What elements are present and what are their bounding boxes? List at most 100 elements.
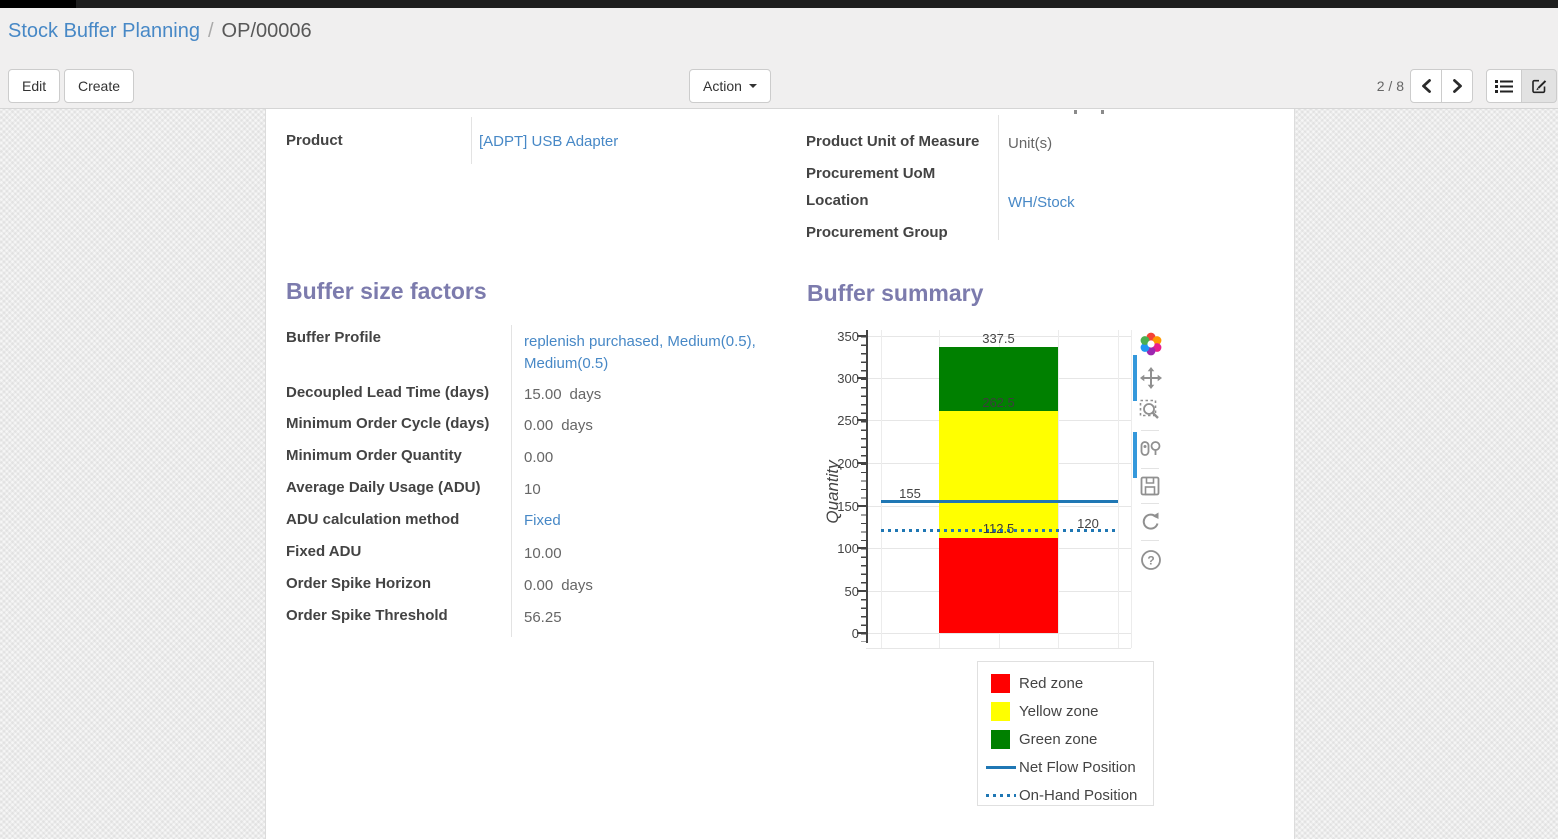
decoupled-lead-time-value: 15.00 days bbox=[524, 386, 601, 403]
buffer-size-factors-title: Buffer size factors bbox=[286, 278, 487, 304]
legend-item-red-zone[interactable]: Red zone bbox=[978, 674, 1153, 696]
create-button[interactable]: Create bbox=[64, 69, 135, 103]
red-zone-top-label: 112.5 bbox=[982, 521, 1015, 536]
field-number: 15.00 bbox=[524, 386, 562, 403]
minimum-order-cycle-label: Minimum Order Cycle (days) bbox=[286, 415, 490, 432]
field-number: 0.00 bbox=[524, 577, 554, 594]
chevron-left-icon bbox=[1421, 79, 1431, 93]
decoupled-lead-time-label: Decoupled Lead Time (days) bbox=[286, 384, 490, 401]
legend-label: Yellow zone bbox=[1019, 703, 1099, 720]
field-unit: days bbox=[561, 417, 593, 434]
yellow-zone-bar[interactable] bbox=[939, 411, 1058, 538]
order-spike-horizon-label: Order Spike Horizon bbox=[286, 575, 432, 592]
fixed-adu-label: Fixed ADU bbox=[286, 543, 362, 560]
legend-label: Green zone bbox=[1019, 731, 1098, 748]
red-zone-bar[interactable] bbox=[939, 538, 1058, 633]
order-spike-threshold-value: 56.25 bbox=[524, 609, 562, 626]
clipped-row-fragment bbox=[1101, 110, 1104, 114]
legend-label: Net Flow Position bbox=[1019, 759, 1136, 776]
buffer-profile-value-link[interactable]: replenish purchased, Medium(0.5), Medium… bbox=[524, 333, 756, 372]
form-view-button[interactable] bbox=[1521, 69, 1557, 103]
minimum-order-quantity-label: Minimum Order Quantity bbox=[286, 447, 462, 464]
y-axis-minor-ticks bbox=[861, 336, 866, 642]
field-number: 0.00 bbox=[524, 417, 554, 434]
procurement-group-label: Procurement Group bbox=[806, 224, 948, 241]
form-edit-icon bbox=[1532, 79, 1547, 94]
fixed-adu-value: 10.00 bbox=[524, 545, 562, 562]
modebar-active-indicator bbox=[1133, 432, 1137, 478]
location-value-link[interactable]: WH/Stock bbox=[1008, 194, 1075, 211]
modebar-active-indicator bbox=[1133, 355, 1137, 401]
caret-down-icon bbox=[748, 84, 757, 88]
legend-label: Red zone bbox=[1019, 675, 1084, 692]
green-zone-top-label: 337.5 bbox=[982, 331, 1015, 346]
y-axis-title: Quantity bbox=[823, 460, 842, 524]
adu-calculation-method-label: ADU calculation method bbox=[286, 511, 460, 528]
on-hand-value-label: 120 bbox=[1077, 516, 1099, 531]
buffer-summary-chart[interactable]: 350 300 250 200 150 100 50 0 Quantity bbox=[809, 325, 1189, 825]
field-unit: days bbox=[561, 577, 593, 594]
pan-icon[interactable] bbox=[1139, 366, 1163, 390]
action-label: Action bbox=[703, 78, 742, 94]
next-page-button[interactable] bbox=[1441, 69, 1473, 103]
green-swatch bbox=[991, 730, 1010, 749]
compare-hover-icon[interactable] bbox=[1139, 438, 1163, 462]
list-view-button[interactable] bbox=[1486, 69, 1522, 103]
dotted-line-swatch bbox=[986, 794, 1016, 797]
average-daily-usage-value: 10 bbox=[524, 481, 541, 498]
edit-button[interactable]: Edit bbox=[8, 69, 61, 103]
product-field-value-link[interactable]: [ADPT] USB Adapter bbox=[479, 133, 619, 150]
yellow-swatch bbox=[991, 702, 1010, 721]
breadcrumb: Stock Buffer Planning / OP/00006 bbox=[8, 20, 312, 43]
field-separator bbox=[511, 325, 512, 637]
legend-item-on-hand[interactable]: On-Hand Position bbox=[978, 786, 1153, 808]
legend-item-green-zone[interactable]: Green zone bbox=[978, 730, 1153, 752]
pager-counter: 2 / 8 bbox=[1376, 78, 1404, 94]
previous-page-button[interactable] bbox=[1410, 69, 1442, 103]
buffer-profile-label: Buffer Profile bbox=[286, 329, 382, 346]
order-spike-horizon-value: 0.00 days bbox=[524, 577, 593, 594]
help-icon[interactable]: ? bbox=[1139, 548, 1163, 572]
adu-calculation-method-value-link[interactable]: Fixed bbox=[524, 512, 561, 529]
breadcrumb-separator: / bbox=[207, 20, 214, 42]
minimum-order-quantity-value: 0.00 bbox=[524, 449, 554, 466]
control-panel: Stock Buffer Planning / OP/00006 Edit Crea… bbox=[0, 8, 1558, 109]
minimum-order-cycle-value: 0.00 days bbox=[524, 417, 593, 434]
field-separator bbox=[471, 117, 472, 164]
content-area: Product [ADPT] USB Adapter Product Unit … bbox=[0, 109, 1558, 839]
product-uom-label: Product Unit of Measure bbox=[806, 133, 980, 150]
net-flow-position-line[interactable] bbox=[881, 500, 1118, 503]
legend-item-yellow-zone[interactable]: Yellow zone bbox=[978, 702, 1153, 724]
action-dropdown-button[interactable]: Action bbox=[689, 69, 771, 103]
breadcrumb-current: OP/00006 bbox=[221, 20, 312, 42]
average-daily-usage-label: Average Daily Usage (ADU) bbox=[286, 479, 481, 496]
product-field-label: Product bbox=[286, 132, 343, 149]
breadcrumb-parent-link[interactable]: Stock Buffer Planning bbox=[8, 20, 200, 42]
zoom-box-icon[interactable] bbox=[1139, 399, 1163, 423]
field-separator bbox=[998, 115, 999, 240]
red-swatch bbox=[991, 674, 1010, 693]
plotly-logo-icon[interactable] bbox=[1139, 332, 1163, 356]
y-axis-line bbox=[866, 330, 868, 643]
green-zone-bar[interactable] bbox=[939, 347, 1058, 411]
chart-legend: Red zone Yellow zone Green zone Net Flow… bbox=[977, 661, 1154, 806]
list-view-icon bbox=[1495, 80, 1513, 93]
top-navbar bbox=[0, 0, 1558, 8]
chevron-right-icon bbox=[1452, 79, 1462, 93]
legend-item-net-flow[interactable]: Net Flow Position bbox=[978, 758, 1153, 780]
reset-axes-icon[interactable] bbox=[1139, 510, 1163, 534]
field-unit: days bbox=[569, 386, 602, 403]
solid-line-swatch bbox=[986, 766, 1016, 769]
save-image-icon[interactable] bbox=[1139, 475, 1163, 499]
legend-label: On-Hand Position bbox=[1019, 787, 1138, 804]
location-label: Location bbox=[806, 192, 869, 209]
product-uom-value: Unit(s) bbox=[1008, 135, 1053, 152]
procurement-uom-label: Procurement UoM bbox=[806, 165, 936, 182]
svg-text:?: ? bbox=[1147, 554, 1154, 568]
on-hand-position-line[interactable] bbox=[881, 529, 1118, 532]
form-sheet: Product [ADPT] USB Adapter Product Unit … bbox=[265, 109, 1295, 839]
net-flow-value-label: 155 bbox=[899, 486, 921, 501]
buffer-summary-title: Buffer summary bbox=[807, 280, 984, 306]
top-navbar-left-segment bbox=[0, 0, 76, 8]
